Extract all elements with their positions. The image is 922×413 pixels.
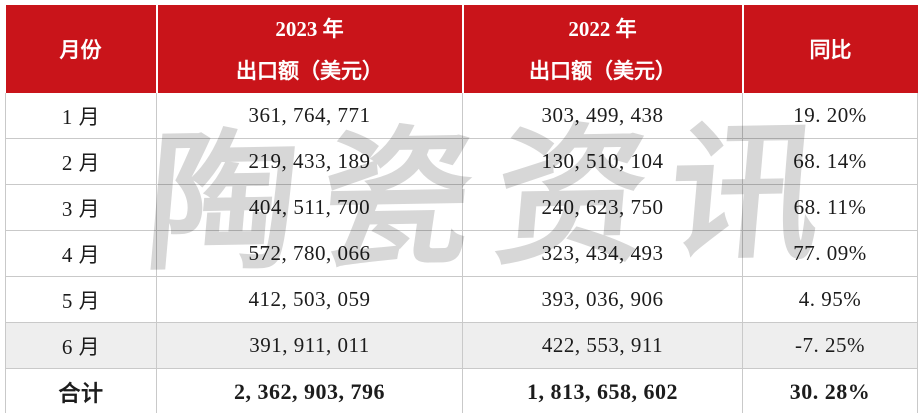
export-2022-cell: 323, 434, 493 — [462, 230, 743, 277]
yoy-cell: 68. 14% — [742, 138, 918, 185]
month-cell: 5 月 — [5, 276, 157, 323]
table-row: 4 月 572, 780, 066 323, 434, 493 77. 09% — [5, 230, 918, 277]
export-2023-cell: 404, 511, 700 — [156, 184, 463, 231]
export-2023-cell: 391, 911, 011 — [156, 322, 463, 369]
export-2022-cell: 240, 623, 750 — [462, 184, 743, 231]
total-2022-cell: 1, 813, 658, 602 — [462, 368, 743, 413]
table-row: 6 月 391, 911, 011 422, 553, 911 -7. 25% — [5, 322, 918, 369]
export-2023-cell: 412, 503, 059 — [156, 276, 463, 323]
yoy-cell: 68. 11% — [742, 184, 918, 231]
month-cell: 6 月 — [5, 322, 157, 369]
month-cell: 2 月 — [5, 138, 157, 185]
month-cell: 1 月 — [5, 93, 157, 139]
header-yoy-label: 同比 — [809, 38, 852, 62]
yoy-cell: 77. 09% — [742, 230, 918, 277]
header-2022-year: 2022 年 — [568, 17, 637, 41]
header-2023-export: 2023 年 出口额（美元） — [155, 5, 463, 93]
monthly-export-table: 月份 2023 年 出口额（美元） 2022 年 出口额（美元） 同比 — [5, 5, 918, 413]
export-2022-cell: 393, 036, 906 — [462, 276, 743, 323]
table-row: 1 月 361, 764, 771 303, 499, 438 19. 20% — [5, 93, 918, 139]
export-2022-cell: 422, 553, 911 — [462, 322, 743, 369]
table-row: 2 月 219, 433, 189 130, 510, 104 68. 14% — [5, 138, 918, 185]
header-month: 月份 — [5, 5, 157, 93]
yoy-cell: 4. 95% — [742, 276, 918, 323]
export-2022-cell: 303, 499, 438 — [462, 93, 743, 139]
table-row: 5 月 412, 503, 059 393, 036, 906 4. 95% — [5, 276, 918, 323]
table-header: 月份 2023 年 出口额（美元） 2022 年 出口额（美元） 同比 — [5, 5, 918, 93]
total-label-cell: 合计 — [5, 368, 157, 413]
header-2023-year: 2023 年 — [275, 17, 344, 41]
month-cell: 3 月 — [5, 184, 157, 231]
header-2022-amount-label: 出口额（美元） — [529, 59, 676, 83]
header-month-label: 月份 — [59, 38, 102, 62]
total-yoy-cell: 30. 28% — [742, 368, 918, 413]
yoy-cell: -7. 25% — [742, 322, 918, 369]
header-yoy: 同比 — [741, 5, 918, 93]
export-2023-cell: 361, 764, 771 — [156, 93, 463, 139]
total-row: 合计 2, 362, 903, 796 1, 813, 658, 602 30.… — [5, 368, 918, 413]
header-row: 月份 2023 年 出口额（美元） 2022 年 出口额（美元） 同比 — [5, 5, 918, 93]
yoy-cell: 19. 20% — [742, 93, 918, 139]
table-row: 3 月 404, 511, 700 240, 623, 750 68. 11% — [5, 184, 918, 231]
header-2022-export: 2022 年 出口额（美元） — [461, 5, 743, 93]
export-2023-cell: 572, 780, 066 — [156, 230, 463, 277]
total-2023-cell: 2, 362, 903, 796 — [156, 368, 463, 413]
export-2022-cell: 130, 510, 104 — [462, 138, 743, 185]
export-2023-cell: 219, 433, 189 — [156, 138, 463, 185]
header-2023-amount-label: 出口额（美元） — [236, 59, 383, 83]
month-cell: 4 月 — [5, 230, 157, 277]
